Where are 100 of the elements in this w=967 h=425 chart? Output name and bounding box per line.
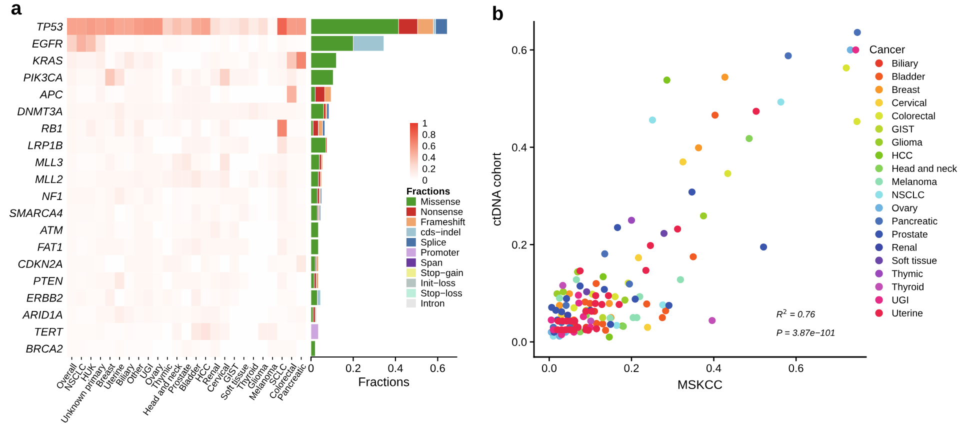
point xyxy=(777,98,784,106)
annotation: R$^{2}$ = 0.76 xyxy=(776,309,816,318)
point xyxy=(602,326,610,334)
point xyxy=(592,292,600,300)
y-tick-label: PIK3CA xyxy=(24,74,62,82)
chart-title: a xyxy=(11,4,22,15)
point xyxy=(592,300,599,308)
point xyxy=(599,314,606,322)
point xyxy=(604,292,612,300)
point xyxy=(613,322,620,329)
point xyxy=(583,288,590,296)
point xyxy=(576,267,584,274)
point xyxy=(632,296,639,303)
point xyxy=(592,325,600,332)
x-tick-label: 0.2 xyxy=(346,364,360,372)
legend-title: Cancer xyxy=(870,45,905,54)
point xyxy=(572,276,580,284)
y-tick-label: MLL3 xyxy=(35,158,63,166)
legend-label: Splice xyxy=(421,238,446,248)
point xyxy=(659,301,666,308)
y-tick-label: MLL2 xyxy=(35,175,63,184)
point xyxy=(570,304,578,312)
point xyxy=(648,116,656,124)
point xyxy=(711,112,719,119)
legend-label: Biliary xyxy=(892,60,918,69)
y-tick-label: PTEN xyxy=(34,277,63,285)
point xyxy=(644,324,652,331)
legend-label: Prostate xyxy=(892,230,928,238)
point xyxy=(721,74,728,81)
point xyxy=(621,296,628,304)
point xyxy=(556,302,564,309)
y-tick-label: DNMT3A xyxy=(17,107,62,116)
point xyxy=(558,308,566,316)
legend-label: HCC xyxy=(892,152,912,159)
point xyxy=(634,254,642,262)
point xyxy=(598,300,606,308)
point xyxy=(560,288,567,296)
y-tick-label: EGFR xyxy=(32,40,62,48)
point xyxy=(614,224,622,232)
legend-label: Head and neck xyxy=(892,164,958,172)
y-tick-label: 0.6 xyxy=(512,46,527,54)
point xyxy=(853,118,860,126)
legend-label: Thyroid xyxy=(892,283,924,292)
point xyxy=(690,253,697,260)
point xyxy=(658,314,666,322)
y-tick-label: LRP1B xyxy=(28,142,62,150)
legend-label: Glioma xyxy=(892,138,922,146)
y-tick-label: 0.4 xyxy=(512,144,527,152)
y-tick-label: ATM xyxy=(40,226,63,234)
legend-label: Soft tissue xyxy=(892,256,937,264)
x-tick-label: 0.6 xyxy=(430,364,445,372)
point xyxy=(674,225,682,233)
legend-label: Bladder xyxy=(892,72,926,80)
x-tick-label: 0.4 xyxy=(706,364,722,372)
legend-label: Span xyxy=(421,259,442,268)
y-tick-label: CDKN2A xyxy=(18,260,62,268)
y-tick-label: BRCA2 xyxy=(26,344,63,353)
color-bar-label: 0 xyxy=(422,176,428,184)
annotation: P = 3.87e−101 xyxy=(776,330,834,336)
point xyxy=(612,293,619,300)
legend-label: Ovary xyxy=(892,204,918,214)
y-tick-label: RB1 xyxy=(42,124,62,132)
x-tick-label: 0.2 xyxy=(624,364,639,372)
point xyxy=(587,317,594,325)
point xyxy=(695,144,702,152)
color-bar-label: 0.6 xyxy=(422,142,436,150)
point xyxy=(708,316,716,324)
point xyxy=(662,307,670,314)
y-tick-label: ERBB2 xyxy=(26,294,63,302)
y-tick-label: FAT1 xyxy=(38,243,62,251)
point xyxy=(559,282,566,290)
color-bar-label: 0.8 xyxy=(422,131,436,138)
x-tick-label: 0.4 xyxy=(388,364,403,372)
legend-label: Intron xyxy=(421,300,444,307)
y-tick-label: TERT xyxy=(35,328,64,336)
point xyxy=(606,320,614,328)
point xyxy=(660,230,668,237)
x-tick-label: 0.6 xyxy=(788,364,804,372)
point xyxy=(679,158,686,166)
color-bar-label: 0.4 xyxy=(422,154,436,161)
legend-label: Uterine xyxy=(892,309,923,317)
point xyxy=(574,324,582,331)
legend-label: Renal xyxy=(892,244,916,251)
legend-label: Promoter xyxy=(421,249,460,256)
x-axis-title: Fractions xyxy=(359,377,410,386)
legend-label: Cervical xyxy=(892,99,926,106)
legend-label: NSCLC xyxy=(892,191,924,198)
point xyxy=(592,280,600,288)
point xyxy=(663,76,670,84)
legend-label: Stop−loss xyxy=(421,290,462,298)
y-tick-label: NF1 xyxy=(42,192,62,200)
point xyxy=(700,212,708,220)
point xyxy=(581,298,589,306)
x-tick-label: 0 xyxy=(308,364,314,372)
color-bar-label: 1 xyxy=(422,120,428,127)
chart-title: b xyxy=(493,6,503,20)
legend-title: Fractions xyxy=(407,188,450,195)
point xyxy=(601,250,608,258)
y-tick-label: 0.2 xyxy=(512,240,526,249)
legend-label: cds−indel xyxy=(421,228,460,236)
